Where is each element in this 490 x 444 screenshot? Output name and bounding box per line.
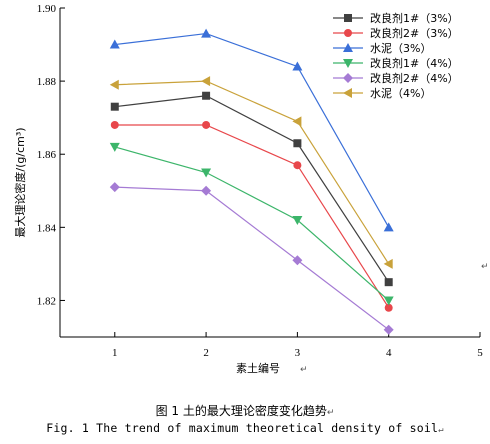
y-tick-label: 1.82 <box>37 295 56 307</box>
y-tick-label: 1.84 <box>37 222 57 234</box>
legend-label: 水泥（3%） <box>370 42 431 55</box>
axes: 1.82 1.84 1.86 1.88 1.90 1 2 3 4 5 素土编号 ↵ 最大理论密度/(g/… <box>13 3 483 375</box>
legend-marker <box>343 59 353 68</box>
y-axis-title: 最大理论密度/(g/cm³) <box>13 127 27 237</box>
y-tick-label: 1.86 <box>37 149 57 161</box>
legend-label: 改良剂2#（3%） <box>370 26 459 40</box>
paragraph-mark-icon: ↵ <box>481 262 489 272</box>
data-point <box>383 258 393 269</box>
series-line <box>114 186 390 331</box>
data-point <box>383 324 394 335</box>
x-tick-label: 2 <box>203 347 209 359</box>
x-tick-label: 1 <box>112 347 118 359</box>
legend: 改良剂1#（3%）改良剂2#（3%） 水泥（3%）改良剂1#（4%）改良剂2#（4… <box>333 11 459 100</box>
legend-label: 改良剂2#（4%） <box>370 71 459 85</box>
x-tick-label: 4 <box>386 347 392 359</box>
data-point <box>109 182 120 193</box>
data-point <box>292 216 303 226</box>
y-tick-label: 1.90 <box>37 3 57 15</box>
data-point <box>201 76 211 87</box>
legend-label: 改良剂1#（4%） <box>370 56 459 70</box>
series-layer <box>109 28 394 335</box>
data-point <box>201 28 212 38</box>
caption-cn-text: 图 1 土的最大理论密度变化趋势 <box>155 404 327 418</box>
data-point <box>293 139 302 148</box>
series-5 <box>109 182 394 335</box>
paragraph-mark-icon: ↵ <box>326 408 335 418</box>
data-point <box>383 296 394 306</box>
y-tick-label: 1.88 <box>37 76 57 88</box>
data-point <box>109 142 120 152</box>
x-tick-label: 5 <box>477 347 483 359</box>
legend-entry: 水泥（4%） <box>333 87 431 100</box>
caption-en-text: Fig. 1 The trend of maximum theoretical … <box>46 421 439 435</box>
series-3 <box>109 28 394 232</box>
data-point <box>383 222 394 232</box>
legend-marker <box>344 29 352 37</box>
series-2 <box>110 120 393 312</box>
series-line <box>114 124 390 309</box>
data-point <box>292 116 302 127</box>
legend-marker <box>344 14 352 22</box>
series-4 <box>109 142 394 306</box>
legend-label: 改良剂1#（3%） <box>370 11 459 25</box>
data-point <box>292 255 303 266</box>
x-axis-title: 素土编号 <box>236 361 280 375</box>
data-point <box>110 120 119 129</box>
legend-marker <box>343 73 353 83</box>
legend-marker <box>343 88 352 98</box>
x-tick-label: 3 <box>295 347 301 359</box>
data-point <box>201 185 212 196</box>
paragraph-mark-icon: ↵ <box>300 365 308 375</box>
data-point <box>384 303 393 312</box>
legend-entry: 水泥（3%） <box>333 42 431 55</box>
data-point <box>293 161 302 170</box>
data-point <box>384 278 393 287</box>
series-line <box>114 146 390 301</box>
figure-caption-english: Fig. 1 The trend of maximum theoretical … <box>0 421 490 435</box>
data-point <box>201 168 212 178</box>
legend-entry: 改良剂1#（4%） <box>333 56 459 70</box>
series-6 <box>109 76 393 269</box>
figure-caption-chinese: 图 1 土的最大理论密度变化趋势↵ <box>0 402 490 419</box>
legend-label: 水泥（4%） <box>370 87 431 100</box>
legend-entry: 改良剂1#（3%） <box>333 11 459 25</box>
legend-entry: 改良剂2#（4%） <box>333 71 459 85</box>
legend-marker <box>343 43 353 52</box>
series-line <box>114 32 390 228</box>
data-point <box>109 79 119 90</box>
data-point <box>292 61 303 71</box>
data-point <box>202 91 211 100</box>
data-point <box>110 102 119 111</box>
legend-entry: 改良剂2#（3%） <box>333 26 459 40</box>
data-point <box>202 120 211 129</box>
series-1 <box>110 91 393 287</box>
series-line <box>114 80 390 265</box>
series-line <box>114 95 390 283</box>
line-chart: 1.82 1.84 1.86 1.88 1.90 1 2 3 4 5 素土编号 ↵ 最大理论密度/(g/… <box>13 3 483 375</box>
data-point <box>109 39 120 49</box>
paragraph-mark-icon: ↵ <box>438 425 444 435</box>
